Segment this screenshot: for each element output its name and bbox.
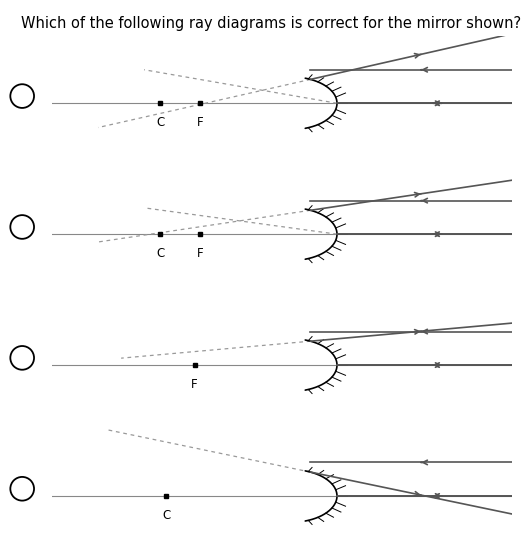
Text: C: C [156,247,164,260]
Text: C: C [162,509,170,522]
Text: F: F [197,116,204,129]
Text: F: F [191,378,198,391]
Text: Which of the following ray diagrams is correct for the mirror shown?: Which of the following ray diagrams is c… [21,16,521,31]
Text: F: F [197,247,204,260]
Text: C: C [156,116,164,129]
